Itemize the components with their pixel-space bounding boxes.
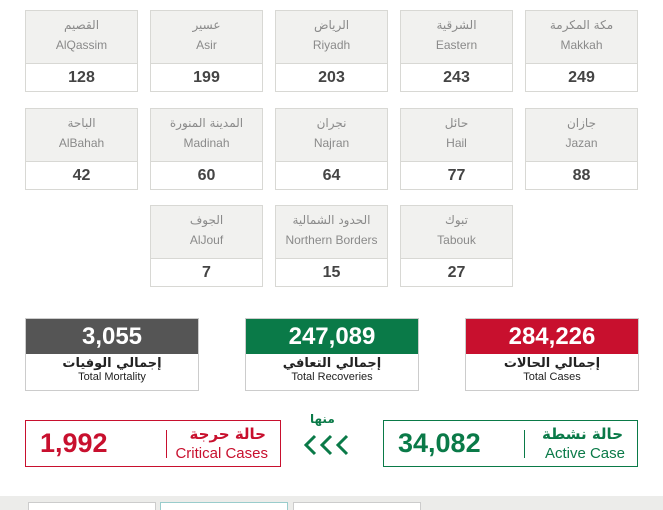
region-cases: 249: [526, 63, 637, 91]
region-name-en: AlJouf: [189, 233, 224, 247]
active-label-en: Active Case: [544, 445, 625, 462]
region-card: تبوك Tabouk 27: [400, 205, 513, 287]
region-card: القصيم AlQassim 128: [25, 10, 138, 92]
total-label-en: Total Mortality: [78, 371, 146, 383]
region-cases: 77: [401, 160, 512, 189]
region-card: المدينة المنورة Madinah 60: [150, 107, 263, 190]
separator: [524, 430, 525, 458]
region-cases: 243: [401, 63, 512, 91]
region-name-ar: المدينة المنورة: [169, 115, 244, 130]
region-name-ar: الرياض: [313, 18, 350, 32]
region-name-en: Northern Borders: [285, 233, 378, 247]
region-name-en: Makkah: [560, 38, 603, 52]
region-name-en: Hail: [446, 135, 467, 150]
region-cases: 88: [526, 160, 637, 189]
region-name-ar: تبوك: [444, 213, 469, 227]
critical-value: 1,992: [40, 428, 108, 458]
total-label-ar: إجمالي الحالات: [503, 356, 601, 371]
region-cases: 203: [276, 63, 387, 91]
region-cases: 60: [151, 160, 262, 189]
region-card: مكة المكرمة Makkah 249: [525, 10, 638, 92]
region-name-ar: عسير: [192, 18, 221, 32]
region-cases: 42: [26, 160, 137, 189]
total-label-ar: إجمالي التعافي: [282, 356, 382, 371]
total-value: 3,055: [26, 319, 198, 354]
region-cases: 64: [276, 160, 387, 189]
region-card: الحدود الشمالية Northern Borders 15: [275, 205, 388, 287]
total-card: 247,089 إجمالي التعافي Total Recoveries: [245, 318, 419, 391]
critical-label-en: Critical Cases: [175, 445, 268, 462]
region-name-en: Eastern: [435, 38, 478, 52]
total-card: 3,055 إجمالي الوفيات Total Mortality: [25, 318, 199, 391]
region-card: عسير Asir 199: [150, 10, 263, 92]
chevrons: [303, 434, 349, 456]
region-name-ar: الحدود الشمالية: [292, 213, 371, 227]
region-name-en: AlQassim: [55, 38, 108, 52]
total-label-ar: إجمالي الوفيات: [62, 356, 162, 371]
region-name-ar: الشرقية: [436, 18, 477, 32]
region-name-ar: الجوف: [189, 213, 224, 227]
region-name-en: Jazan: [565, 135, 598, 150]
region-name-en: Tabouk: [437, 233, 476, 247]
total-value: 247,089: [246, 319, 418, 354]
region-cases: 128: [26, 63, 137, 91]
region-name-ar: حائل: [444, 115, 469, 130]
region-cases: 15: [276, 258, 387, 286]
separator: [166, 430, 167, 458]
region-card: الجوف AlJouf 7: [150, 205, 263, 287]
footer-band: [0, 496, 663, 510]
breakdown-label: منها: [310, 412, 335, 426]
region-name-ar: القصيم: [63, 18, 100, 32]
active-value: 34,082: [398, 428, 481, 458]
region-cases: 199: [151, 63, 262, 91]
region-name-en: Madinah: [183, 135, 230, 150]
region-card: الرياض Riyadh 203: [275, 10, 388, 92]
region-name-ar: نجران: [316, 115, 347, 130]
region-card: الشرقية Eastern 243: [400, 10, 513, 92]
total-card: 284,226 إجمالي الحالات Total Cases: [465, 318, 639, 391]
region-name-en: Asir: [196, 38, 217, 52]
region-card: نجران Najran 64: [275, 107, 388, 190]
total-value: 284,226: [466, 319, 638, 354]
region-name-en: Riyadh: [312, 38, 351, 52]
region-name-en: Najran: [313, 135, 350, 150]
region-name-ar: جازان: [566, 115, 596, 130]
region-card: حائل Hail 77: [400, 107, 513, 190]
critical-box: 1,992 حالة حرجة Critical Cases: [25, 420, 281, 467]
region-name-ar: مكة المكرمة: [549, 18, 614, 32]
region-name-ar: الباحة: [67, 115, 96, 130]
region-card: الباحة AlBahah 42: [25, 107, 138, 190]
region-cases: 7: [151, 258, 262, 286]
active-label-ar: حالة نشطة: [542, 425, 623, 443]
active-box: 34,082 حالة نشطة Active Case: [383, 420, 638, 467]
critical-label-ar: حالة حرجة: [189, 425, 266, 443]
total-label-en: Total Recoveries: [291, 371, 373, 383]
region-name-en: AlBahah: [58, 135, 105, 150]
total-label-en: Total Cases: [523, 371, 581, 383]
region-cases: 27: [401, 258, 512, 286]
region-card: جازان Jazan 88: [525, 107, 638, 190]
